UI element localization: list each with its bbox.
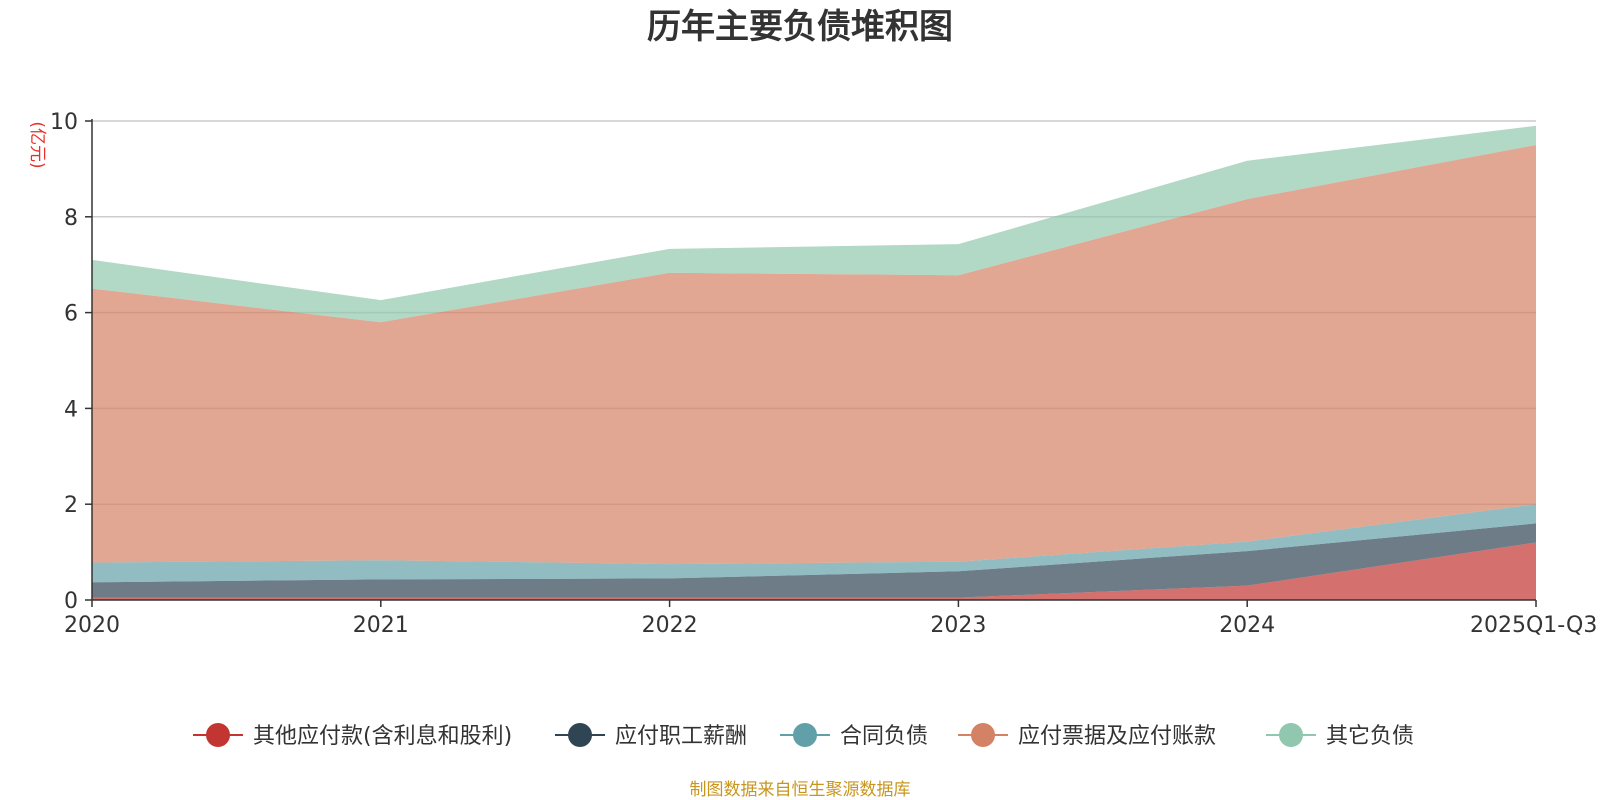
source-note: 制图数据来自恒生聚源数据库 [690, 780, 911, 800]
y-axis-unit-label: (亿元) [27, 121, 47, 168]
area-series-2 [92, 504, 1536, 583]
legend-label: 其他应付款(含利息和股利) [253, 724, 512, 749]
legend-marker [971, 723, 995, 747]
legend-label: 应付职工薪酬 [615, 724, 747, 749]
legend-item-2: 合同负债 [780, 723, 928, 749]
area-series-0 [92, 542, 1536, 600]
axes: 0 2 4 6 8 10 2020 2021 2022 2023 2024 2025Q1-Q3 [50, 110, 1597, 638]
legend-marker [568, 723, 592, 747]
legend: 其他应付款(含利息和股利) 应付职工薪酬 合同负债 应付票据及应付账款 其它负债 [193, 723, 1414, 749]
stacked-areas [92, 125, 1536, 600]
legend-marker [1279, 723, 1303, 747]
y-tick-label: 6 [64, 302, 78, 327]
legend-item-4: 其它负债 [1266, 723, 1414, 749]
y-tick-label: 10 [50, 110, 78, 135]
legend-marker [793, 723, 817, 747]
area-series-1 [92, 523, 1536, 598]
legend-label: 合同负债 [840, 724, 928, 749]
legend-label: 应付票据及应付账款 [1018, 724, 1216, 749]
area-series-4 [92, 125, 1536, 323]
x-tick-label: 2023 [930, 613, 986, 638]
x-tick-label: 2024 [1219, 613, 1275, 638]
x-tick-label: 2025Q1-Q3 [1470, 613, 1597, 638]
y-tick-label: 4 [64, 397, 78, 422]
legend-item-1: 应付职工薪酬 [555, 723, 747, 749]
area-series-3 [92, 145, 1536, 565]
x-tick-label: 2020 [64, 613, 120, 638]
legend-item-3: 应付票据及应付账款 [958, 723, 1216, 749]
y-tick-label: 8 [64, 206, 78, 231]
x-tick-label: 2021 [353, 613, 409, 638]
legend-marker [206, 723, 230, 747]
x-tick-label: 2022 [642, 613, 698, 638]
legend-label: 其它负债 [1326, 724, 1414, 749]
y-tick-label: 0 [64, 589, 78, 614]
legend-item-0: 其他应付款(含利息和股利) [193, 723, 512, 749]
y-tick-label: 2 [64, 493, 78, 518]
chart-title: 历年主要负债堆积图 [647, 7, 953, 47]
